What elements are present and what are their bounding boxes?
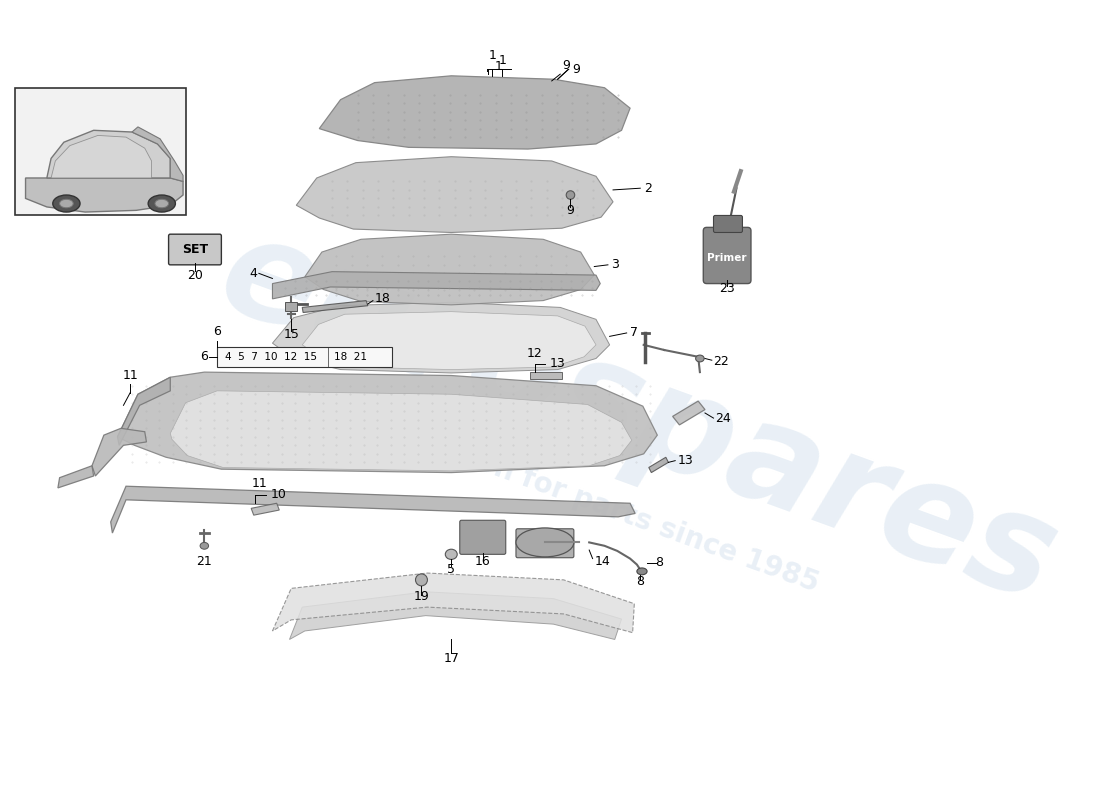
Text: 1: 1	[498, 54, 506, 67]
Ellipse shape	[446, 550, 458, 559]
Text: 23: 23	[719, 282, 735, 295]
Text: eurospares: eurospares	[202, 205, 1075, 632]
Polygon shape	[672, 401, 705, 425]
Text: 14: 14	[594, 554, 610, 568]
Polygon shape	[302, 301, 367, 313]
Text: 8: 8	[636, 575, 645, 588]
Text: 21: 21	[197, 554, 212, 568]
Text: 7: 7	[630, 326, 638, 339]
Polygon shape	[51, 135, 152, 178]
Polygon shape	[111, 486, 635, 533]
Text: 13: 13	[549, 357, 565, 370]
Polygon shape	[92, 428, 146, 476]
Polygon shape	[25, 178, 183, 212]
Polygon shape	[170, 391, 631, 471]
Text: 6: 6	[213, 325, 221, 338]
Text: 9: 9	[562, 59, 570, 73]
Bar	[15, 88, 186, 215]
Text: 10: 10	[271, 488, 287, 502]
Polygon shape	[132, 127, 183, 182]
Text: 18  21: 18 21	[334, 352, 367, 362]
Text: 4: 4	[250, 267, 257, 280]
Text: 4  5  7  10  12  15: 4 5 7 10 12 15	[224, 352, 317, 362]
Polygon shape	[118, 372, 658, 473]
Polygon shape	[273, 573, 635, 633]
Text: a passion for parts since 1985: a passion for parts since 1985	[370, 410, 823, 598]
Ellipse shape	[566, 190, 574, 199]
Ellipse shape	[416, 574, 428, 586]
Text: 1: 1	[495, 60, 503, 73]
Polygon shape	[58, 466, 94, 488]
Text: 1: 1	[488, 49, 496, 62]
Text: 20: 20	[187, 269, 202, 282]
Polygon shape	[649, 458, 669, 473]
Text: 11: 11	[122, 370, 139, 382]
Bar	[217, 346, 392, 367]
Ellipse shape	[695, 355, 704, 362]
Text: 17: 17	[443, 652, 459, 665]
Text: 18: 18	[375, 292, 390, 306]
Polygon shape	[305, 234, 594, 305]
Text: 11: 11	[252, 477, 267, 490]
Text: 19: 19	[414, 590, 429, 603]
Text: 8: 8	[656, 556, 663, 570]
Text: 9: 9	[566, 204, 574, 217]
FancyBboxPatch shape	[460, 520, 506, 554]
Ellipse shape	[637, 568, 647, 574]
Polygon shape	[273, 272, 601, 299]
FancyBboxPatch shape	[714, 215, 742, 233]
Polygon shape	[118, 378, 170, 446]
Bar	[529, 372, 562, 379]
Text: 5: 5	[448, 563, 455, 576]
Text: 22: 22	[714, 355, 729, 368]
Ellipse shape	[516, 528, 574, 557]
Text: 16: 16	[475, 554, 491, 568]
Bar	[285, 302, 297, 311]
Polygon shape	[251, 503, 279, 515]
Ellipse shape	[148, 195, 175, 212]
Text: 24: 24	[715, 411, 732, 425]
Ellipse shape	[53, 195, 80, 212]
FancyBboxPatch shape	[168, 234, 221, 265]
Text: 15: 15	[284, 328, 299, 341]
Polygon shape	[47, 130, 170, 178]
Text: SET: SET	[182, 243, 208, 256]
Text: 12: 12	[527, 347, 542, 360]
Text: 9: 9	[572, 62, 580, 75]
Polygon shape	[302, 312, 596, 370]
Ellipse shape	[200, 542, 209, 550]
Text: 2: 2	[644, 182, 651, 194]
Text: 6: 6	[200, 350, 208, 363]
Polygon shape	[273, 302, 609, 373]
Ellipse shape	[155, 199, 168, 208]
FancyBboxPatch shape	[516, 529, 574, 558]
Text: 13: 13	[678, 454, 693, 467]
Text: Primer: Primer	[707, 253, 747, 263]
FancyBboxPatch shape	[703, 227, 751, 283]
Text: 3: 3	[612, 258, 619, 271]
Polygon shape	[319, 76, 630, 149]
Polygon shape	[289, 592, 622, 639]
Polygon shape	[296, 157, 613, 233]
Ellipse shape	[59, 199, 74, 208]
